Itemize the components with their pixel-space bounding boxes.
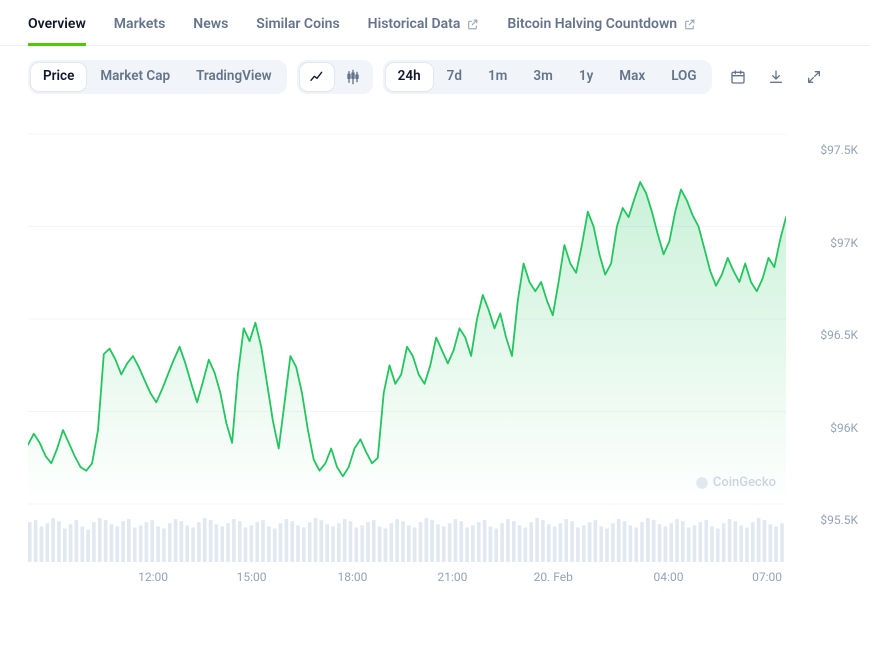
candlestick-option[interactable] [336,63,370,91]
tab-markets[interactable]: Markets [114,8,166,46]
calendar-button[interactable] [726,65,750,89]
range-option-1y[interactable]: 1y [567,63,605,91]
range-option-3m[interactable]: 3m [521,63,564,91]
tab-label: News [193,16,228,32]
y-axis: $97.5K$97K$96.5K$96K$95.5K [798,134,858,504]
tab-bitcoin-halving-countdown[interactable]: Bitcoin Halving Countdown [507,8,696,46]
range-option-1m[interactable]: 1m [476,63,519,91]
tab-overview[interactable]: Overview [28,8,86,46]
price-chart[interactable]: CoinGecko $97.5K$97K$96.5K$96K$95.5K [0,108,870,516]
chart-style-toggle [297,60,373,94]
y-tick-label: $97.5K [820,143,858,157]
watermark: CoinGecko [695,475,776,490]
candlestick-icon [345,69,361,85]
metric-option-price[interactable]: Price [31,63,86,91]
range-option-max[interactable]: Max [607,63,657,91]
chart-toolbar: PriceMarket CapTradingView 24h7d1m3m1yMa… [0,46,870,108]
x-axis: 12:00 15:00 18:00 21:00 20. Feb 04:00 07:00 [0,562,870,592]
chart-canvas [28,118,786,508]
tab-label: Overview [28,16,86,32]
tab-historical-data[interactable]: Historical Data [368,8,480,46]
range-option-24h[interactable]: 24h [386,63,433,91]
range-toggle: 24h7d1m3m1yMaxLOG [383,60,712,94]
watermark-text: CoinGecko [713,475,776,490]
y-tick-label: $96K [830,421,858,435]
calendar-icon [730,69,746,85]
metric-option-market-cap[interactable]: Market Cap [88,63,182,91]
x-tick-label: 07:00 [752,570,782,584]
tab-news[interactable]: News [193,8,228,46]
y-tick-label: $97K [830,236,858,250]
expand-icon [806,69,822,85]
tab-label: Similar Coins [256,16,339,32]
range-option-log[interactable]: LOG [659,63,708,91]
external-link-icon [683,18,696,31]
metric-option-tradingview[interactable]: TradingView [184,63,284,91]
metric-toggle: PriceMarket CapTradingView [28,60,287,94]
x-tick-label: 15:00 [237,570,267,584]
range-option-7d[interactable]: 7d [435,63,474,91]
tab-similar-coins[interactable]: Similar Coins [256,8,339,46]
tab-label: Bitcoin Halving Countdown [507,16,677,32]
x-tick-label: 12:00 [138,570,168,584]
fullscreen-button[interactable] [802,65,826,89]
tab-label: Historical Data [368,16,461,32]
line-chart-option[interactable] [300,63,334,91]
volume-chart[interactable] [0,516,870,562]
page-tabs: Overview Markets News Similar Coins Historic… [0,0,870,46]
gecko-icon [695,476,709,490]
x-tick-label: 21:00 [438,570,468,584]
x-tick-label: 18:00 [337,570,367,584]
download-icon [768,69,784,85]
line-chart-icon [309,69,325,85]
y-tick-label: $96.5K [820,328,858,342]
download-button[interactable] [764,65,788,89]
chart-utility-icons [726,65,826,89]
external-link-icon [466,18,479,31]
x-tick-label: 20. Feb [534,570,573,584]
tab-label: Markets [114,16,166,32]
volume-canvas [28,516,786,562]
x-tick-label: 04:00 [654,570,684,584]
